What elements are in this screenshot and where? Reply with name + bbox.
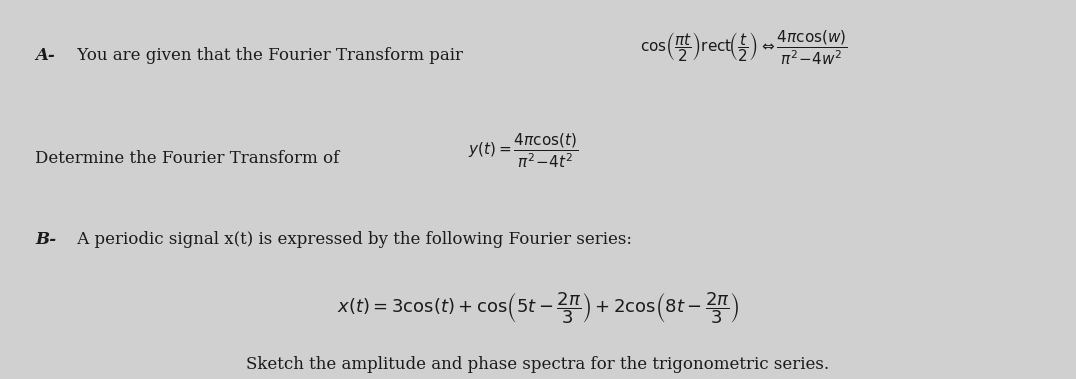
Text: Determine the Fourier Transform of: Determine the Fourier Transform of — [34, 150, 350, 167]
Text: A-: A- — [34, 47, 55, 64]
Text: B-: B- — [34, 231, 56, 248]
Text: Sketch the amplitude and phase spectra for the trigonometric series.: Sketch the amplitude and phase spectra f… — [246, 356, 830, 373]
Text: You are given that the Fourier Transform pair: You are given that the Fourier Transform… — [72, 47, 473, 64]
Text: $x(t) = 3\cos(t) + \cos\!\left(5t - \dfrac{2\pi}{3}\right)+ 2\cos\!\left(8t - \d: $x(t) = 3\cos(t) + \cos\!\left(5t - \dfr… — [337, 290, 739, 326]
Text: $\cos\!\left(\dfrac{\pi t}{2}\right)\mathrm{rect}\!\left(\dfrac{t}{2}\right)\Lef: $\cos\!\left(\dfrac{\pi t}{2}\right)\mat… — [640, 28, 848, 67]
Text: A periodic signal x(t) is expressed by the following Fourier series:: A periodic signal x(t) is expressed by t… — [72, 231, 633, 248]
Text: $y(t) = \dfrac{4\pi\cos(t)}{\pi^2\!-\!4t^2}$: $y(t) = \dfrac{4\pi\cos(t)}{\pi^2\!-\!4t… — [468, 132, 579, 170]
